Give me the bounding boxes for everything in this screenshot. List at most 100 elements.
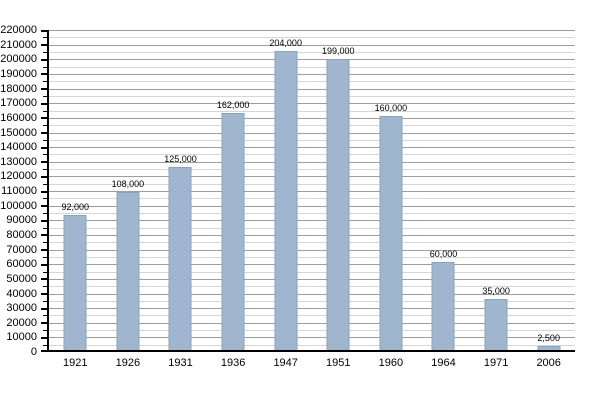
y-tick-label: 0	[30, 346, 37, 358]
major-gridline	[49, 308, 575, 310]
minor-gridline	[49, 95, 575, 97]
major-gridline	[49, 117, 575, 119]
y-axis-minor-tick	[43, 95, 47, 97]
y-axis-minor-tick	[43, 66, 47, 68]
x-tick-label: 1971	[483, 357, 509, 369]
bar-value-label: 35,000	[482, 285, 510, 296]
bar	[537, 346, 561, 350]
category-cell: 60,000	[417, 30, 470, 350]
x-tick-label: 2006	[536, 357, 561, 369]
y-axis-major-tick	[41, 161, 47, 164]
category-cell: 2,500	[522, 30, 575, 350]
y-tick-label: 120000	[0, 170, 37, 183]
minor-gridline	[49, 169, 575, 170]
y-tick-label: 210000	[0, 38, 37, 51]
major-gridline	[49, 234, 575, 236]
y-axis-minor-tick	[43, 198, 47, 200]
y-axis-major-tick	[41, 190, 47, 193]
minor-gridline	[49, 256, 575, 258]
category-cell: 35,000	[470, 30, 523, 350]
y-axis-minor-tick	[43, 110, 47, 112]
minor-gridline	[49, 52, 575, 53]
y-axis-minor-tick	[43, 242, 47, 244]
y-axis-minor-tick	[43, 330, 47, 331]
major-gridline	[49, 322, 575, 324]
y-tick-label: 50000	[6, 272, 37, 285]
y-axis-minor-tick	[43, 213, 47, 214]
x-tick-label: 1926	[115, 357, 141, 369]
minor-gridline	[49, 139, 575, 141]
x-tick-label: 1936	[220, 357, 246, 369]
bar	[63, 215, 87, 350]
y-axis-major-tick	[41, 249, 47, 251]
y-axis-major-tick	[41, 73, 47, 76]
y-tick-label: 150000	[0, 126, 37, 139]
bar-value-label: 108,000	[111, 178, 145, 189]
minor-gridline	[49, 315, 575, 317]
minor-gridline	[49, 300, 575, 302]
category-cell: 160,000	[365, 30, 418, 350]
major-gridline	[49, 44, 575, 46]
major-gridline	[49, 249, 575, 251]
minor-gridline	[49, 81, 575, 83]
y-tick-label: 180000	[0, 82, 37, 95]
minor-gridline	[49, 37, 575, 39]
minor-gridline	[49, 125, 575, 127]
y-axis-major-tick	[41, 44, 47, 47]
minor-gridline	[49, 330, 575, 331]
category-cell: 92,000	[49, 30, 102, 350]
x-axis-labels: 1921 1926 1931 1936 1947 1951 1960 1964 1971 2006	[49, 357, 577, 371]
y-axis-major-tick	[41, 29, 47, 32]
minor-gridline	[49, 271, 575, 273]
major-gridline	[49, 103, 575, 105]
y-axis-major-tick	[41, 175, 47, 178]
major-gridline	[49, 205, 575, 207]
major-gridline	[49, 191, 575, 192]
major-gridline	[49, 337, 575, 339]
bar-value-label: 160,000	[374, 102, 408, 113]
bar-value-label: 92,000	[61, 202, 90, 213]
minor-gridline	[49, 286, 575, 288]
category-cell: 125,000	[154, 30, 207, 350]
major-gridline	[49, 147, 575, 149]
y-axis-major-tick	[41, 307, 47, 310]
bar-value-label: 162,000	[216, 99, 250, 110]
y-axis-minor-tick	[43, 154, 47, 156]
y-axis-minor-tick	[43, 52, 47, 53]
y-axis-minor-tick	[43, 183, 47, 185]
minor-gridline	[49, 344, 575, 346]
bar	[168, 167, 192, 350]
major-gridline	[49, 132, 575, 134]
y-tick-label: 40000	[6, 287, 37, 300]
y-axis-major-tick	[41, 336, 47, 339]
y-axis-major-tick	[41, 234, 47, 237]
x-tick-label: 1964	[431, 357, 456, 369]
bar	[274, 51, 298, 350]
major-gridline	[49, 264, 575, 266]
y-axis-minor-tick	[43, 271, 47, 273]
y-tick-label: 70000	[6, 243, 37, 256]
y-axis-major-tick	[41, 293, 47, 295]
y-axis-minor-tick	[43, 286, 47, 288]
bar-value-label: 199,000	[322, 45, 355, 56]
y-axis-major-tick	[41, 278, 47, 281]
x-tick-label: 1947	[273, 357, 298, 369]
y-tick-label: 130000	[0, 155, 37, 168]
y-axis-minor-tick	[43, 315, 47, 317]
bar	[484, 298, 508, 350]
y-axis-major-tick	[41, 58, 47, 61]
bar	[431, 262, 455, 350]
bar	[326, 58, 350, 350]
major-gridline	[49, 88, 575, 90]
plot-area: 92,000 108,000 125,000 162,000 204,000 199,00…	[41, 29, 575, 352]
minor-gridline	[49, 213, 575, 214]
minor-gridline	[49, 242, 575, 244]
y-axis-minor-tick	[43, 125, 47, 127]
bar-value-label: 125,000	[164, 154, 197, 164]
minor-gridline	[49, 110, 575, 112]
y-axis-major-tick	[41, 102, 47, 105]
major-gridline	[49, 59, 575, 61]
bar	[221, 112, 245, 350]
y-axis-minor-tick	[43, 227, 47, 229]
